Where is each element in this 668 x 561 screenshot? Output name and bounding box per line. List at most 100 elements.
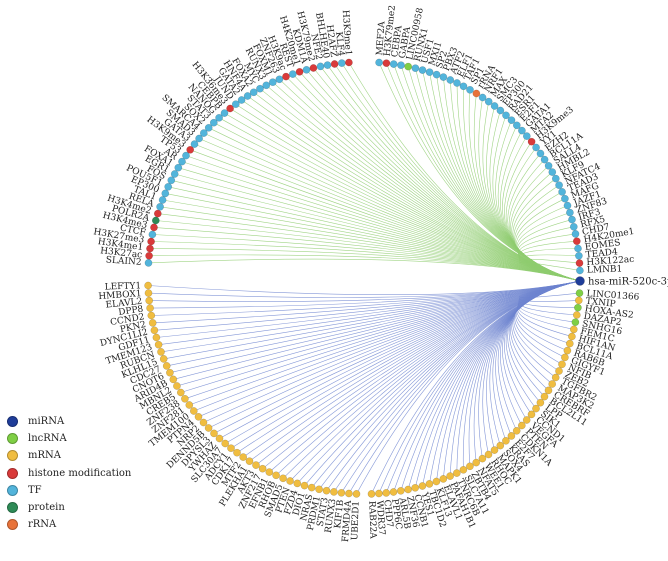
node-upper-left[interactable] [146, 244, 154, 253]
node-upper-left[interactable] [309, 64, 318, 72]
node-upper-left[interactable] [195, 134, 203, 143]
node-upper-right[interactable] [472, 89, 481, 98]
node-upper-left[interactable] [231, 100, 240, 109]
node-lower-right[interactable] [446, 472, 454, 480]
node-upper-right[interactable] [382, 59, 391, 68]
node-lower-right[interactable] [375, 489, 383, 498]
node-lower-right[interactable] [490, 446, 499, 454]
node-upper-right[interactable] [569, 222, 578, 231]
node-lower-left[interactable] [173, 382, 181, 390]
node-lower-right[interactable] [478, 454, 487, 463]
node-lower-left[interactable] [159, 355, 168, 363]
node-upper-right[interactable] [575, 259, 584, 267]
node-upper-left[interactable] [330, 60, 339, 68]
node-lower-left[interactable] [154, 340, 163, 349]
node-upper-right[interactable] [555, 181, 563, 190]
node-lower-right[interactable] [548, 380, 557, 388]
node-lower-right[interactable] [575, 289, 584, 297]
node-lower-right[interactable] [452, 469, 461, 477]
node-upper-right[interactable] [532, 143, 540, 152]
node-upper-left[interactable] [186, 145, 195, 154]
node-upper-right[interactable] [544, 161, 553, 170]
node-lower-left[interactable] [322, 486, 331, 495]
node-upper-right[interactable] [459, 82, 468, 91]
node-lower-left[interactable] [166, 368, 174, 377]
node-upper-right[interactable] [507, 116, 516, 125]
node-upper-right[interactable] [446, 76, 455, 84]
node-upper-right[interactable] [490, 102, 499, 110]
node-lower-left[interactable] [265, 468, 274, 476]
node-lower-left[interactable] [181, 394, 189, 403]
node-upper-left[interactable] [190, 140, 199, 148]
node-upper-left[interactable] [153, 209, 162, 218]
node-upper-left[interactable] [164, 182, 173, 191]
node-upper-right[interactable] [575, 251, 583, 260]
node-upper-right[interactable] [466, 85, 474, 94]
node-upper-left[interactable] [156, 202, 164, 211]
node-lower-left[interactable] [146, 304, 154, 312]
node-upper-left[interactable] [174, 163, 183, 172]
node-lower-left[interactable] [162, 362, 171, 370]
node-lower-left[interactable] [293, 479, 302, 488]
node-upper-left[interactable] [199, 129, 208, 137]
node-upper-left[interactable] [147, 237, 155, 246]
node-upper-right[interactable] [572, 237, 581, 246]
node-lower-right[interactable] [411, 483, 420, 492]
node-lower-left[interactable] [144, 289, 153, 297]
node-lower-right[interactable] [536, 398, 545, 407]
node-upper-right[interactable] [566, 208, 574, 217]
node-lower-left[interactable] [315, 485, 323, 494]
node-lower-left[interactable] [330, 488, 338, 496]
node-upper-left[interactable] [204, 123, 213, 132]
node-lower-left[interactable] [252, 461, 260, 469]
node-upper-right[interactable] [425, 68, 434, 77]
node-lower-left[interactable] [152, 333, 161, 342]
node-lower-right[interactable] [418, 482, 427, 490]
node-lower-right[interactable] [565, 339, 574, 348]
node-upper-right[interactable] [574, 244, 582, 253]
node-lower-left[interactable] [279, 474, 287, 483]
node-lower-left[interactable] [176, 388, 185, 397]
node-upper-left[interactable] [209, 118, 218, 127]
node-lower-left[interactable] [204, 424, 213, 432]
node-upper-left[interactable] [288, 70, 297, 78]
node-lower-right[interactable] [522, 416, 531, 424]
node-lower-left[interactable] [286, 477, 294, 485]
node-lower-left[interactable] [148, 319, 157, 327]
node-upper-left[interactable] [170, 170, 179, 178]
node-upper-right[interactable] [418, 66, 427, 74]
node-lower-right[interactable] [502, 436, 510, 445]
node-lower-left[interactable] [194, 412, 203, 421]
node-upper-left[interactable] [268, 78, 277, 87]
node-upper-left[interactable] [302, 65, 311, 74]
node-lower-right[interactable] [512, 426, 521, 435]
node-lower-left[interactable] [337, 488, 346, 497]
node-upper-left[interactable] [145, 251, 153, 260]
node-lower-right[interactable] [389, 488, 398, 496]
node-lower-left[interactable] [147, 311, 156, 320]
node-upper-left[interactable] [182, 151, 190, 160]
node-lower-right[interactable] [472, 458, 481, 467]
node-lower-right[interactable] [563, 346, 572, 355]
node-upper-right[interactable] [571, 230, 580, 238]
node-lower-left[interactable] [215, 434, 224, 443]
node-lower-right[interactable] [572, 311, 581, 319]
node-lower-left[interactable] [210, 429, 218, 438]
node-lower-right[interactable] [527, 410, 536, 419]
node-lower-right[interactable] [574, 303, 582, 312]
node-lower-right[interactable] [367, 490, 376, 498]
node-lower-right[interactable] [459, 465, 468, 474]
node-lower-left[interactable] [157, 348, 165, 356]
node-lower-left[interactable] [239, 453, 248, 461]
node-lower-right[interactable] [432, 477, 441, 486]
node-lower-right[interactable] [496, 441, 505, 450]
node-lower-right[interactable] [555, 367, 563, 375]
node-upper-right[interactable] [439, 73, 448, 81]
node-upper-left[interactable] [337, 59, 346, 67]
legend-item[interactable]: miRNA [4, 413, 154, 430]
node-upper-right[interactable] [453, 79, 461, 87]
legend-item[interactable]: rRNA [4, 516, 154, 533]
legend-item[interactable]: protein [4, 499, 154, 516]
node-upper-right[interactable] [389, 60, 398, 68]
node-upper-right[interactable] [502, 111, 510, 120]
